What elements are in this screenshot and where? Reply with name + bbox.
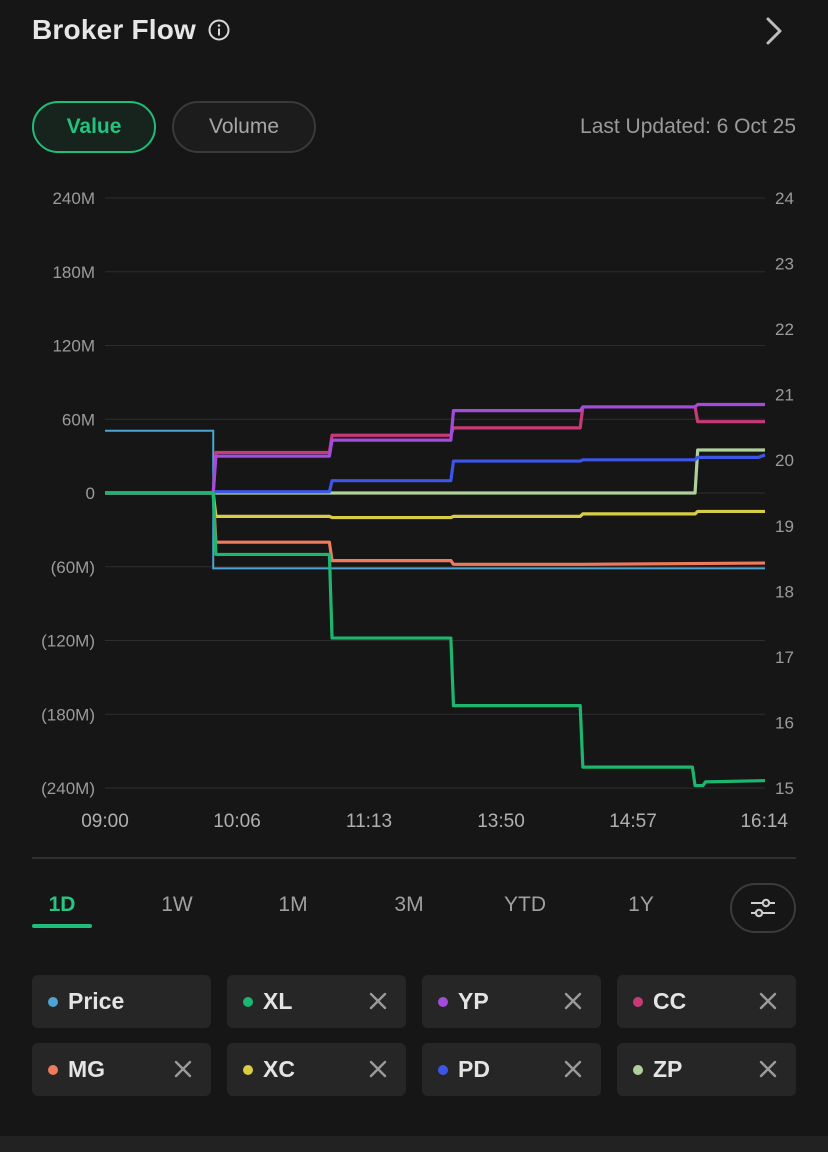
range-tab-1m[interactable]: 1M: [278, 893, 308, 916]
active-range-underline: [32, 924, 92, 928]
legend-chip-mg[interactable]: MG: [32, 1043, 211, 1096]
series-line-pd: [105, 453, 766, 495]
legend-color-dot: [48, 996, 58, 1007]
x-tick-label: 16:14: [740, 811, 788, 832]
legend-color-dot: [243, 996, 253, 1007]
legend-label: XL: [263, 988, 293, 1014]
close-icon[interactable]: [368, 1059, 388, 1079]
y-left-tick-label: 60M: [62, 410, 95, 429]
close-icon[interactable]: [563, 991, 583, 1011]
legend-chip-zp[interactable]: ZP: [617, 1043, 796, 1096]
legend-label: YP: [458, 988, 489, 1014]
y-left-tick-label: 240M: [52, 189, 95, 208]
series-line-xl: [105, 491, 766, 788]
y-right-tick-label: 16: [775, 713, 794, 732]
close-icon[interactable]: [173, 1059, 193, 1079]
y-right-tick-label: 15: [775, 779, 794, 798]
series-line-price: [105, 429, 765, 570]
range-tab-1w[interactable]: 1W: [161, 893, 193, 916]
range-tab-3m[interactable]: 3M: [394, 893, 424, 916]
legend-color-dot: [48, 1064, 58, 1075]
y-left-tick-label: 180M: [52, 263, 95, 282]
series-line-xc: [105, 491, 765, 520]
x-tick-label: 10:06: [213, 811, 261, 832]
legend-color-dot: [243, 1064, 253, 1075]
legend-label: PD: [458, 1056, 490, 1082]
x-tick-label: 14:57: [609, 811, 657, 832]
y-left-tick-label: 0: [86, 484, 95, 503]
filter-settings-button[interactable]: [730, 883, 796, 933]
y-right-tick-label: 22: [775, 320, 794, 339]
series-line-zp: [105, 448, 765, 495]
metric-toggle: Value Volume Last Updated: 6 Oct 25: [32, 101, 796, 157]
legend-color-dot: [633, 996, 643, 1007]
y-left-tick-label: (120M): [41, 632, 95, 651]
volume-toggle-button[interactable]: Volume: [172, 101, 316, 153]
x-tick-label: 09:00: [81, 811, 129, 832]
y-left-tick-label: (240M): [41, 779, 95, 798]
bottom-bar: [0, 1136, 828, 1152]
sliders-icon: [751, 898, 775, 918]
divider: [32, 857, 796, 859]
header: Broker Flow: [32, 8, 796, 52]
series-line-yp: [105, 402, 765, 495]
legend-label: XC: [263, 1056, 295, 1082]
close-icon[interactable]: [368, 991, 388, 1011]
info-icon[interactable]: [208, 19, 230, 41]
y-right-tick-label: 20: [775, 451, 794, 470]
range-tab-ytd[interactable]: YTD: [504, 893, 546, 916]
y-right-tick-label: 21: [775, 386, 794, 405]
legend-chip-cc[interactable]: CC: [617, 975, 796, 1028]
legend-label: CC: [653, 988, 687, 1014]
legend-chip-yp[interactable]: YP: [422, 975, 601, 1028]
legend-label: ZP: [653, 1056, 683, 1082]
legend-label: Price: [68, 988, 125, 1014]
y-right-tick-label: 19: [775, 517, 794, 536]
close-icon[interactable]: [758, 1059, 778, 1079]
y-left-tick-label: (180M): [41, 705, 95, 724]
time-range-selector: 1D 1W 1M 3M YTD 1Y: [32, 880, 796, 936]
range-tab-1y[interactable]: 1Y: [628, 893, 654, 916]
legend-color-dot: [438, 996, 448, 1007]
range-tab-1d[interactable]: 1D: [48, 893, 76, 916]
legend-color-dot: [633, 1064, 643, 1075]
series-line-mg: [105, 491, 766, 566]
y-left-tick-label: (60M): [51, 558, 95, 577]
close-icon[interactable]: [758, 991, 778, 1011]
legend-chip-xc[interactable]: XC: [227, 1043, 406, 1096]
page-title: Broker Flow: [32, 14, 197, 45]
y-right-tick-label: 18: [775, 582, 794, 601]
broker-flow-chart: 240M 180M 120M 60M 0 (60M) (120M) (180M) (240M) 2…: [41, 189, 794, 832]
legend-chip-xl[interactable]: XL: [227, 975, 406, 1028]
y-right-tick-label: 23: [775, 255, 794, 274]
x-tick-label: 13:50: [477, 811, 525, 832]
y-right-tick-label: 17: [775, 648, 794, 667]
legend-label: MG: [68, 1056, 106, 1082]
legend-chip-pd[interactable]: PD: [422, 1043, 601, 1096]
x-tick-label: 11:13: [346, 811, 392, 832]
last-updated-text: Last Updated: 6 Oct 25: [580, 115, 796, 138]
legend-chip-price[interactable]: Price: [32, 975, 211, 1028]
y-left-tick-label: 120M: [52, 337, 95, 356]
value-toggle-button[interactable]: Value: [32, 101, 156, 153]
legend-color-dot: [438, 1064, 448, 1075]
y-right-tick-label: 24: [775, 189, 794, 208]
close-icon[interactable]: [563, 1059, 583, 1079]
chevron-right-icon[interactable]: [762, 16, 786, 46]
